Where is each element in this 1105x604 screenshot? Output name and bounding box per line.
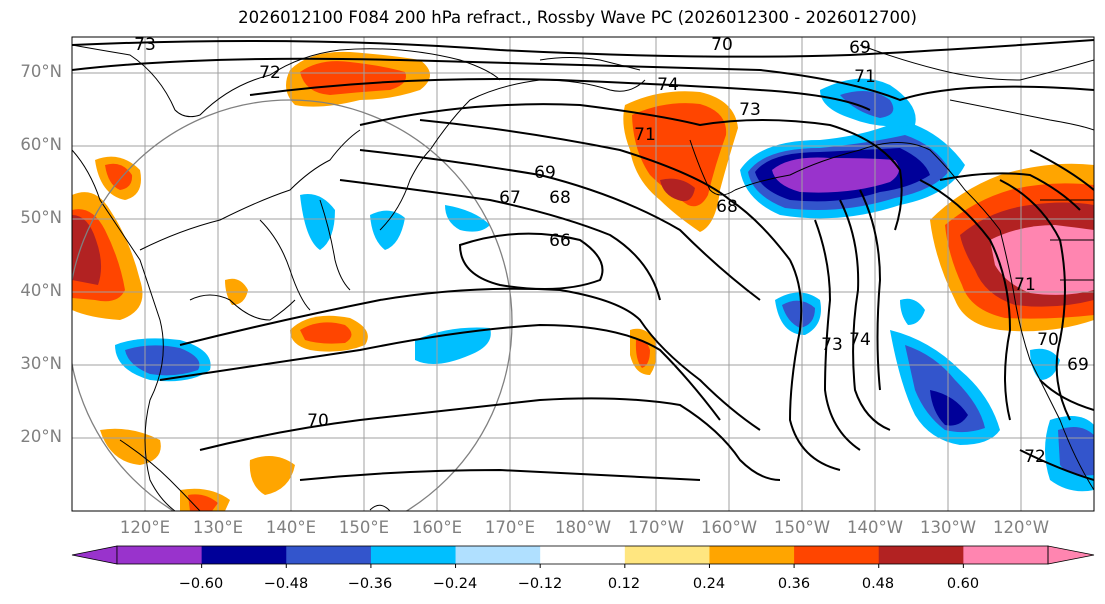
- great-circle-outline: [72, 99, 513, 511]
- contour-label: 73: [134, 35, 156, 55]
- colorbar-swatch: [117, 546, 203, 564]
- colorbar-extend-right: [1047, 545, 1095, 565]
- colorbar-swatch: [709, 546, 795, 564]
- contour-label: 68: [549, 188, 571, 208]
- colorbar-extend-left: [71, 545, 118, 565]
- contour-label: 70: [307, 411, 329, 431]
- colorbar-tick: 0.48: [861, 576, 895, 592]
- lon-label-150w: 150°W: [773, 518, 831, 537]
- lon-label-130e: 130°E: [192, 518, 244, 537]
- colorbar-tick: −0.24: [432, 576, 478, 592]
- lon-label-170e: 170°E: [484, 518, 536, 537]
- contour-label: 66: [549, 231, 571, 251]
- map-title: 2026012100 F084 200 hPa refract., Rossby…: [238, 8, 917, 27]
- colorbar-tick: 0.12: [607, 576, 641, 592]
- colorbar-frame: [116, 545, 1049, 565]
- lon-label-160w: 160°W: [700, 518, 758, 537]
- contour-label: 67: [499, 188, 521, 208]
- map-frame: [71, 36, 1095, 512]
- colorbar-swatch: [624, 546, 710, 564]
- contour-label: 69: [1067, 355, 1089, 375]
- graticule: [72, 37, 1094, 511]
- contour-label: 74: [657, 75, 679, 95]
- contour-label: 72: [259, 63, 281, 83]
- lon-label-170w: 170°W: [627, 518, 685, 537]
- contour-label: 68: [716, 197, 738, 217]
- lon-label-140e: 140°E: [265, 518, 317, 537]
- lat-label-50n: 50°N: [20, 208, 62, 227]
- colorbar-swatch: [201, 546, 287, 564]
- colorbar-swatch: [963, 546, 1049, 564]
- contour-label: 70: [711, 35, 733, 55]
- colorbar-swatch: [455, 546, 541, 564]
- contour-label: 71: [854, 67, 876, 87]
- colorbar-tick: 0.24: [692, 576, 726, 592]
- contour-label: 69: [534, 163, 556, 183]
- colorbar-tick: 0.36: [777, 576, 811, 592]
- contour-labels: 73 72 70 69 71 74 73 71 69 68 67 68 66 7…: [134, 35, 1089, 467]
- map-canvas: 73 72 70 69 71 74 73 71 69 68 67 68 66 7…: [72, 35, 1094, 511]
- colorbar-swatch: [286, 546, 372, 564]
- colorbar-swatch: [540, 546, 626, 564]
- colorbar-tick: 0.60: [946, 576, 980, 592]
- lat-label-20n: 20°N: [20, 427, 62, 446]
- colorbar-swatch: [370, 546, 457, 564]
- lon-label-130w: 130°W: [919, 518, 977, 537]
- colorbar-tick: −0.60: [178, 576, 224, 592]
- contour-label: 73: [821, 335, 843, 355]
- contour-label: 71: [634, 125, 656, 145]
- colorbar-swatch: [878, 546, 964, 564]
- lat-label-70n: 70°N: [20, 62, 62, 81]
- colorbar-tick: −0.12: [517, 576, 563, 592]
- lat-label-60n: 60°N: [20, 135, 62, 154]
- contour-label: 71: [1014, 275, 1036, 295]
- colorbar-tick: −0.48: [263, 576, 309, 592]
- colorbar: [71, 545, 1095, 568]
- contour-label: 72: [1024, 447, 1046, 467]
- lon-label-140w: 140°W: [846, 518, 904, 537]
- lat-label-30n: 30°N: [20, 354, 62, 373]
- lon-label-180w: 180°W: [554, 518, 612, 537]
- coastlines: [72, 44, 1094, 511]
- colorbar-swatch: [794, 546, 880, 564]
- lon-label-150e: 150°E: [338, 518, 390, 537]
- lon-label-120e: 120°E: [119, 518, 171, 537]
- contour-lines: [72, 39, 1094, 481]
- lon-label-160e: 160°E: [411, 518, 463, 537]
- lat-label-40n: 40°N: [20, 281, 62, 300]
- contour-label: 70: [1037, 330, 1059, 350]
- contour-label: 73: [739, 100, 761, 120]
- contour-label: 69: [849, 38, 871, 58]
- lon-label-120w: 120°W: [992, 518, 1050, 537]
- colorbar-tick: −0.36: [347, 576, 393, 592]
- contour-label: 74: [849, 330, 871, 350]
